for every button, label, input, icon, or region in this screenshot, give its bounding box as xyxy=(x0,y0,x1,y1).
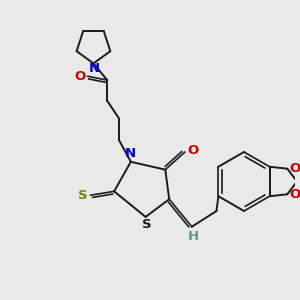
Text: H: H xyxy=(188,230,200,243)
Text: S: S xyxy=(78,189,88,202)
Text: N: N xyxy=(89,62,100,75)
Text: O: O xyxy=(290,188,300,201)
Text: O: O xyxy=(74,70,85,83)
Text: S: S xyxy=(142,218,152,231)
Text: O: O xyxy=(290,162,300,175)
Text: O: O xyxy=(187,143,198,157)
Text: N: N xyxy=(124,147,135,161)
